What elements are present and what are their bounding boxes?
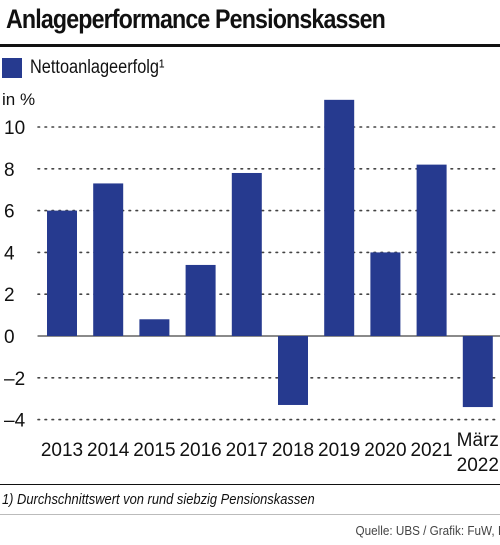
- bar: [370, 252, 401, 336]
- footnote-rule: [0, 484, 500, 485]
- y-tick-label: 8: [4, 160, 15, 181]
- bar: [462, 336, 493, 408]
- chart-title: Anlageperformance Pensionskassen: [6, 4, 386, 34]
- bar: [231, 172, 262, 336]
- x-tick-label: 2019: [318, 440, 360, 461]
- x-tick-label: 2017: [226, 440, 268, 461]
- bar: [416, 164, 447, 336]
- source-credit: Quelle: UBS / Grafik: FuW, II: [355, 523, 500, 538]
- x-tick-label: 2013: [41, 440, 83, 461]
- legend-swatch: [2, 58, 22, 78]
- x-tick-label: 2014: [87, 440, 130, 461]
- bar: [185, 264, 216, 336]
- y-tick-label: 4: [4, 243, 15, 264]
- y-tick-label: 2: [4, 285, 15, 306]
- bar: [324, 99, 355, 336]
- bar: [47, 210, 77, 336]
- x-tick-label: 2016: [179, 440, 221, 461]
- y-tick-label: 6: [4, 202, 15, 223]
- legend-label: Nettoanlageerfolg¹: [30, 57, 165, 78]
- x-tick-label: 2018: [272, 440, 314, 461]
- x-tick-label: 2015: [133, 440, 175, 461]
- title-rule: [0, 44, 500, 47]
- bar: [93, 183, 124, 336]
- y-tick-label: –4: [4, 411, 26, 432]
- y-tick-label: 10: [4, 118, 25, 139]
- x-tick-label: 2021: [410, 440, 452, 461]
- y-tick-label: 0: [4, 327, 15, 348]
- y-tick-label: –2: [4, 369, 25, 390]
- x-tick-label: März: [457, 430, 499, 451]
- legend: Nettoanlageerfolg¹: [2, 56, 186, 80]
- y-axis-unit-label: in %: [2, 90, 35, 109]
- bar: [278, 336, 308, 405]
- footnote: 1) Durchschnittswert von rund siebzig Pe…: [2, 491, 315, 508]
- bar: [139, 319, 170, 336]
- x-tick-label: 2022: [457, 455, 499, 476]
- source-rule: [0, 514, 500, 515]
- x-tick-label: 2020: [364, 440, 406, 461]
